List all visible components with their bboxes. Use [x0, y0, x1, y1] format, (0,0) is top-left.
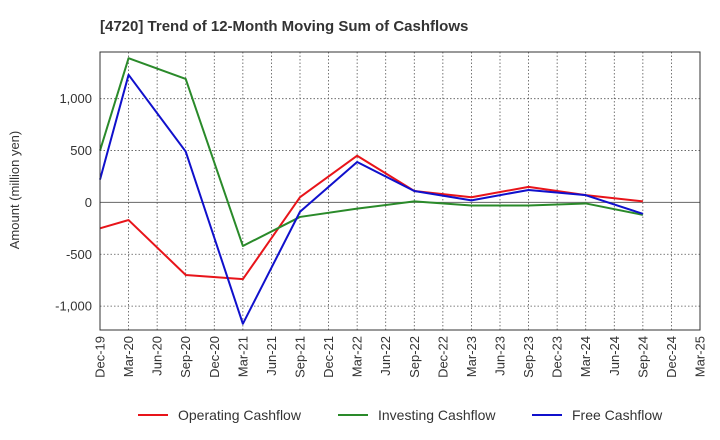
y-tick-label: -500 [66, 247, 92, 262]
legend-label: Free Cashflow [572, 407, 663, 423]
x-tick-label: Dec-21 [321, 336, 336, 378]
x-tick-label: Sep-20 [178, 336, 193, 378]
y-axis-label: Amount (million yen) [7, 131, 22, 250]
x-tick-label: Mar-20 [121, 336, 136, 377]
x-tick-label: Dec-22 [435, 336, 450, 378]
x-tick-label: Sep-24 [635, 336, 650, 378]
series-layer [99, 57, 644, 325]
x-tick-label: Dec-20 [207, 336, 222, 378]
y-tick-label: -1,000 [55, 299, 92, 314]
y-tick-label: 1,000 [59, 91, 92, 106]
x-tick-label: Sep-21 [293, 336, 308, 378]
y-tick-label: 0 [85, 195, 92, 210]
x-tick-label: Mar-25 [693, 336, 708, 377]
x-tick-label: Jun-24 [607, 336, 622, 376]
x-tick-label: Mar-22 [350, 336, 365, 377]
legend-label: Operating Cashflow [178, 407, 302, 423]
x-tick-label: Dec-23 [550, 336, 565, 378]
x-tick-label: Jun-23 [493, 336, 508, 376]
x-tick-label: Mar-21 [235, 336, 250, 377]
x-tick-label: Sep-23 [521, 336, 536, 378]
y-tick-label: 500 [70, 143, 92, 158]
series-line-free-cashflow [99, 73, 644, 325]
y-tick-labels: -1,000 -500 0 500 1,000 [55, 91, 92, 313]
x-tick-label: Jun-21 [264, 336, 279, 376]
plot-frame [99, 51, 701, 331]
x-tick-label: Dec-19 [93, 336, 108, 378]
x-tick-labels: Dec-19 Mar-20 Jun-20 Sep-20 Dec-20 Mar-21 Jun-… [93, 336, 708, 378]
legend-label: Investing Cashflow [378, 407, 496, 423]
x-tick-label: Jun-20 [150, 336, 165, 376]
x-tick-label: Jun-22 [378, 336, 393, 376]
x-tick-label: Sep-22 [407, 336, 422, 378]
series-line-investing-cashflow [99, 57, 644, 247]
x-tick-label: Dec-24 [664, 336, 679, 378]
series-line-operating-cashflow [99, 154, 643, 281]
chart-title: [4720] Trend of 12-Month Moving Sum of C… [100, 18, 468, 35]
x-tick-label: Mar-24 [578, 336, 593, 377]
x-tick-label: Mar-23 [464, 336, 479, 377]
legend: Operating Cashflow Investing Cashflow Free… [138, 407, 663, 423]
